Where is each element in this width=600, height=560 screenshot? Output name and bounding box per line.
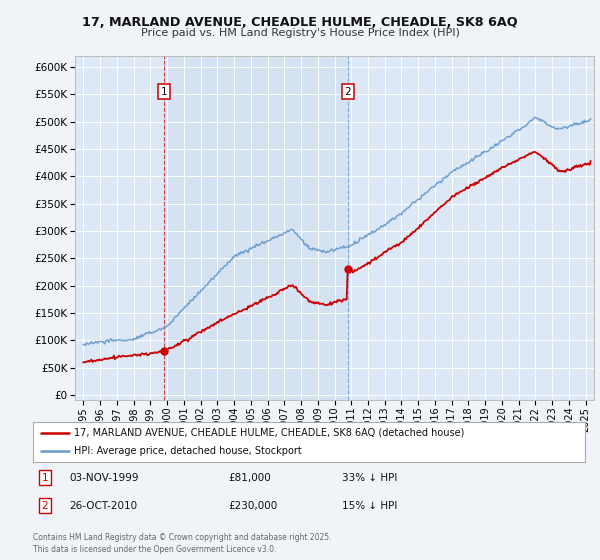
Text: 03-NOV-1999: 03-NOV-1999 (69, 473, 139, 483)
Text: 17, MARLAND AVENUE, CHEADLE HULME, CHEADLE, SK8 6AQ (detached house): 17, MARLAND AVENUE, CHEADLE HULME, CHEAD… (74, 428, 465, 437)
Text: 33% ↓ HPI: 33% ↓ HPI (342, 473, 397, 483)
Text: 15% ↓ HPI: 15% ↓ HPI (342, 501, 397, 511)
Text: HPI: Average price, detached house, Stockport: HPI: Average price, detached house, Stoc… (74, 446, 302, 456)
Text: 2: 2 (345, 87, 352, 96)
Text: Price paid vs. HM Land Registry's House Price Index (HPI): Price paid vs. HM Land Registry's House … (140, 28, 460, 38)
Text: 1: 1 (161, 87, 167, 96)
Text: £230,000: £230,000 (228, 501, 277, 511)
Bar (164, 56, 348, 400)
Text: 17, MARLAND AVENUE, CHEADLE HULME, CHEADLE, SK8 6AQ: 17, MARLAND AVENUE, CHEADLE HULME, CHEAD… (82, 16, 518, 29)
Text: £81,000: £81,000 (228, 473, 271, 483)
Text: Contains HM Land Registry data © Crown copyright and database right 2025.
This d: Contains HM Land Registry data © Crown c… (33, 533, 331, 554)
Text: 2: 2 (41, 501, 49, 511)
Text: 1: 1 (41, 473, 49, 483)
Text: 26-OCT-2010: 26-OCT-2010 (69, 501, 137, 511)
